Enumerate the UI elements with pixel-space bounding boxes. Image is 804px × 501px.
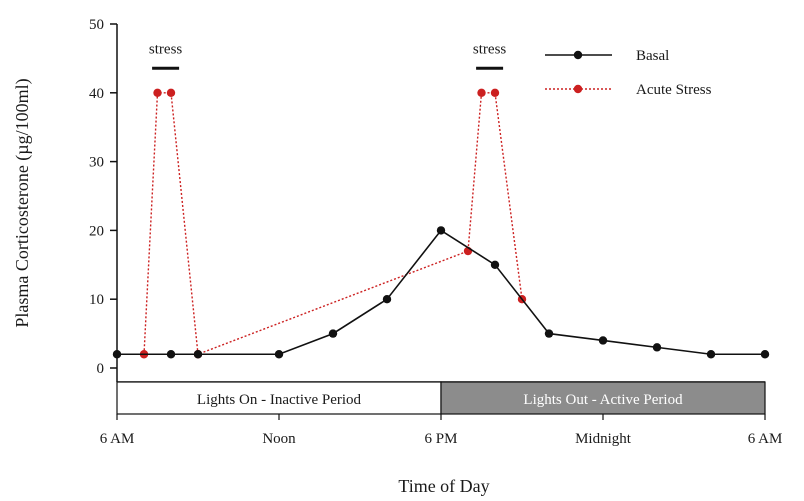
period-band-label-1: Lights Out - Active Period — [523, 392, 683, 408]
legend-label-1: Acute Stress — [636, 82, 712, 98]
series-0-point-3 — [274, 350, 284, 359]
axes — [116, 24, 765, 383]
legend-label-0: Basal — [636, 48, 669, 64]
y-tick-label-0: 0 — [97, 361, 105, 377]
series-0-point-5 — [382, 295, 392, 304]
period-band-label-0: Lights On - Inactive Period — [197, 392, 362, 408]
series-line-1 — [143, 92, 523, 356]
series-0-point-10 — [652, 343, 662, 352]
series-0-point-0 — [112, 350, 122, 359]
y-ticks: 0 10 20 30 40 50 — [89, 17, 117, 377]
series-1-point-2 — [166, 88, 176, 98]
series-0-point-7 — [490, 260, 500, 269]
series-0-point-12 — [760, 350, 770, 359]
period-band-0 — [116, 381, 442, 415]
series-1-point-1 — [153, 88, 162, 98]
x-tick-label-0: 6 AM — [100, 431, 135, 447]
series-1-point-5 — [477, 88, 486, 98]
x-axis-title: Time of Day — [398, 476, 489, 496]
series-0-point-11 — [706, 350, 716, 359]
y-tick-label-5: 50 — [89, 17, 104, 33]
series-layer — [112, 88, 770, 359]
legend: Basal Acute Stress — [545, 48, 712, 98]
legend-marker-1 — [573, 84, 583, 94]
x-tick-label-1: Noon — [262, 431, 296, 447]
series-0-point-9 — [598, 336, 608, 345]
legend-marker-0 — [573, 50, 583, 60]
period-bands: Lights On - Inactive Period Lights Out - … — [116, 381, 766, 415]
y-tick-label-3: 30 — [89, 155, 104, 171]
x-tick-label-2: 6 PM — [425, 431, 458, 447]
x-tick-label-4: 6 AM — [748, 431, 783, 447]
series-0-point-4 — [328, 329, 338, 338]
stress-label-1: stress — [473, 41, 506, 57]
series-0-point-8 — [544, 329, 554, 338]
series-line-0 — [117, 229, 765, 356]
series-1-point-6 — [490, 88, 500, 98]
series-0-point-6 — [436, 226, 446, 235]
stress-label-0: stress — [149, 41, 182, 57]
stress-annotations: stress stress — [149, 41, 506, 70]
x-tick-label-3: Midnight — [575, 431, 632, 447]
y-tick-label-1: 10 — [89, 292, 104, 308]
y-tick-label-2: 20 — [89, 223, 104, 239]
y-axis-title: Plasma Corticosterone (µg/100ml) — [12, 78, 33, 327]
series-0-point-2 — [193, 350, 203, 359]
y-tick-label-4: 40 — [89, 86, 104, 102]
series-0-point-1 — [166, 350, 176, 359]
x-ticks: 6 AM Noon 6 PM Midnight 6 AM — [100, 414, 783, 447]
